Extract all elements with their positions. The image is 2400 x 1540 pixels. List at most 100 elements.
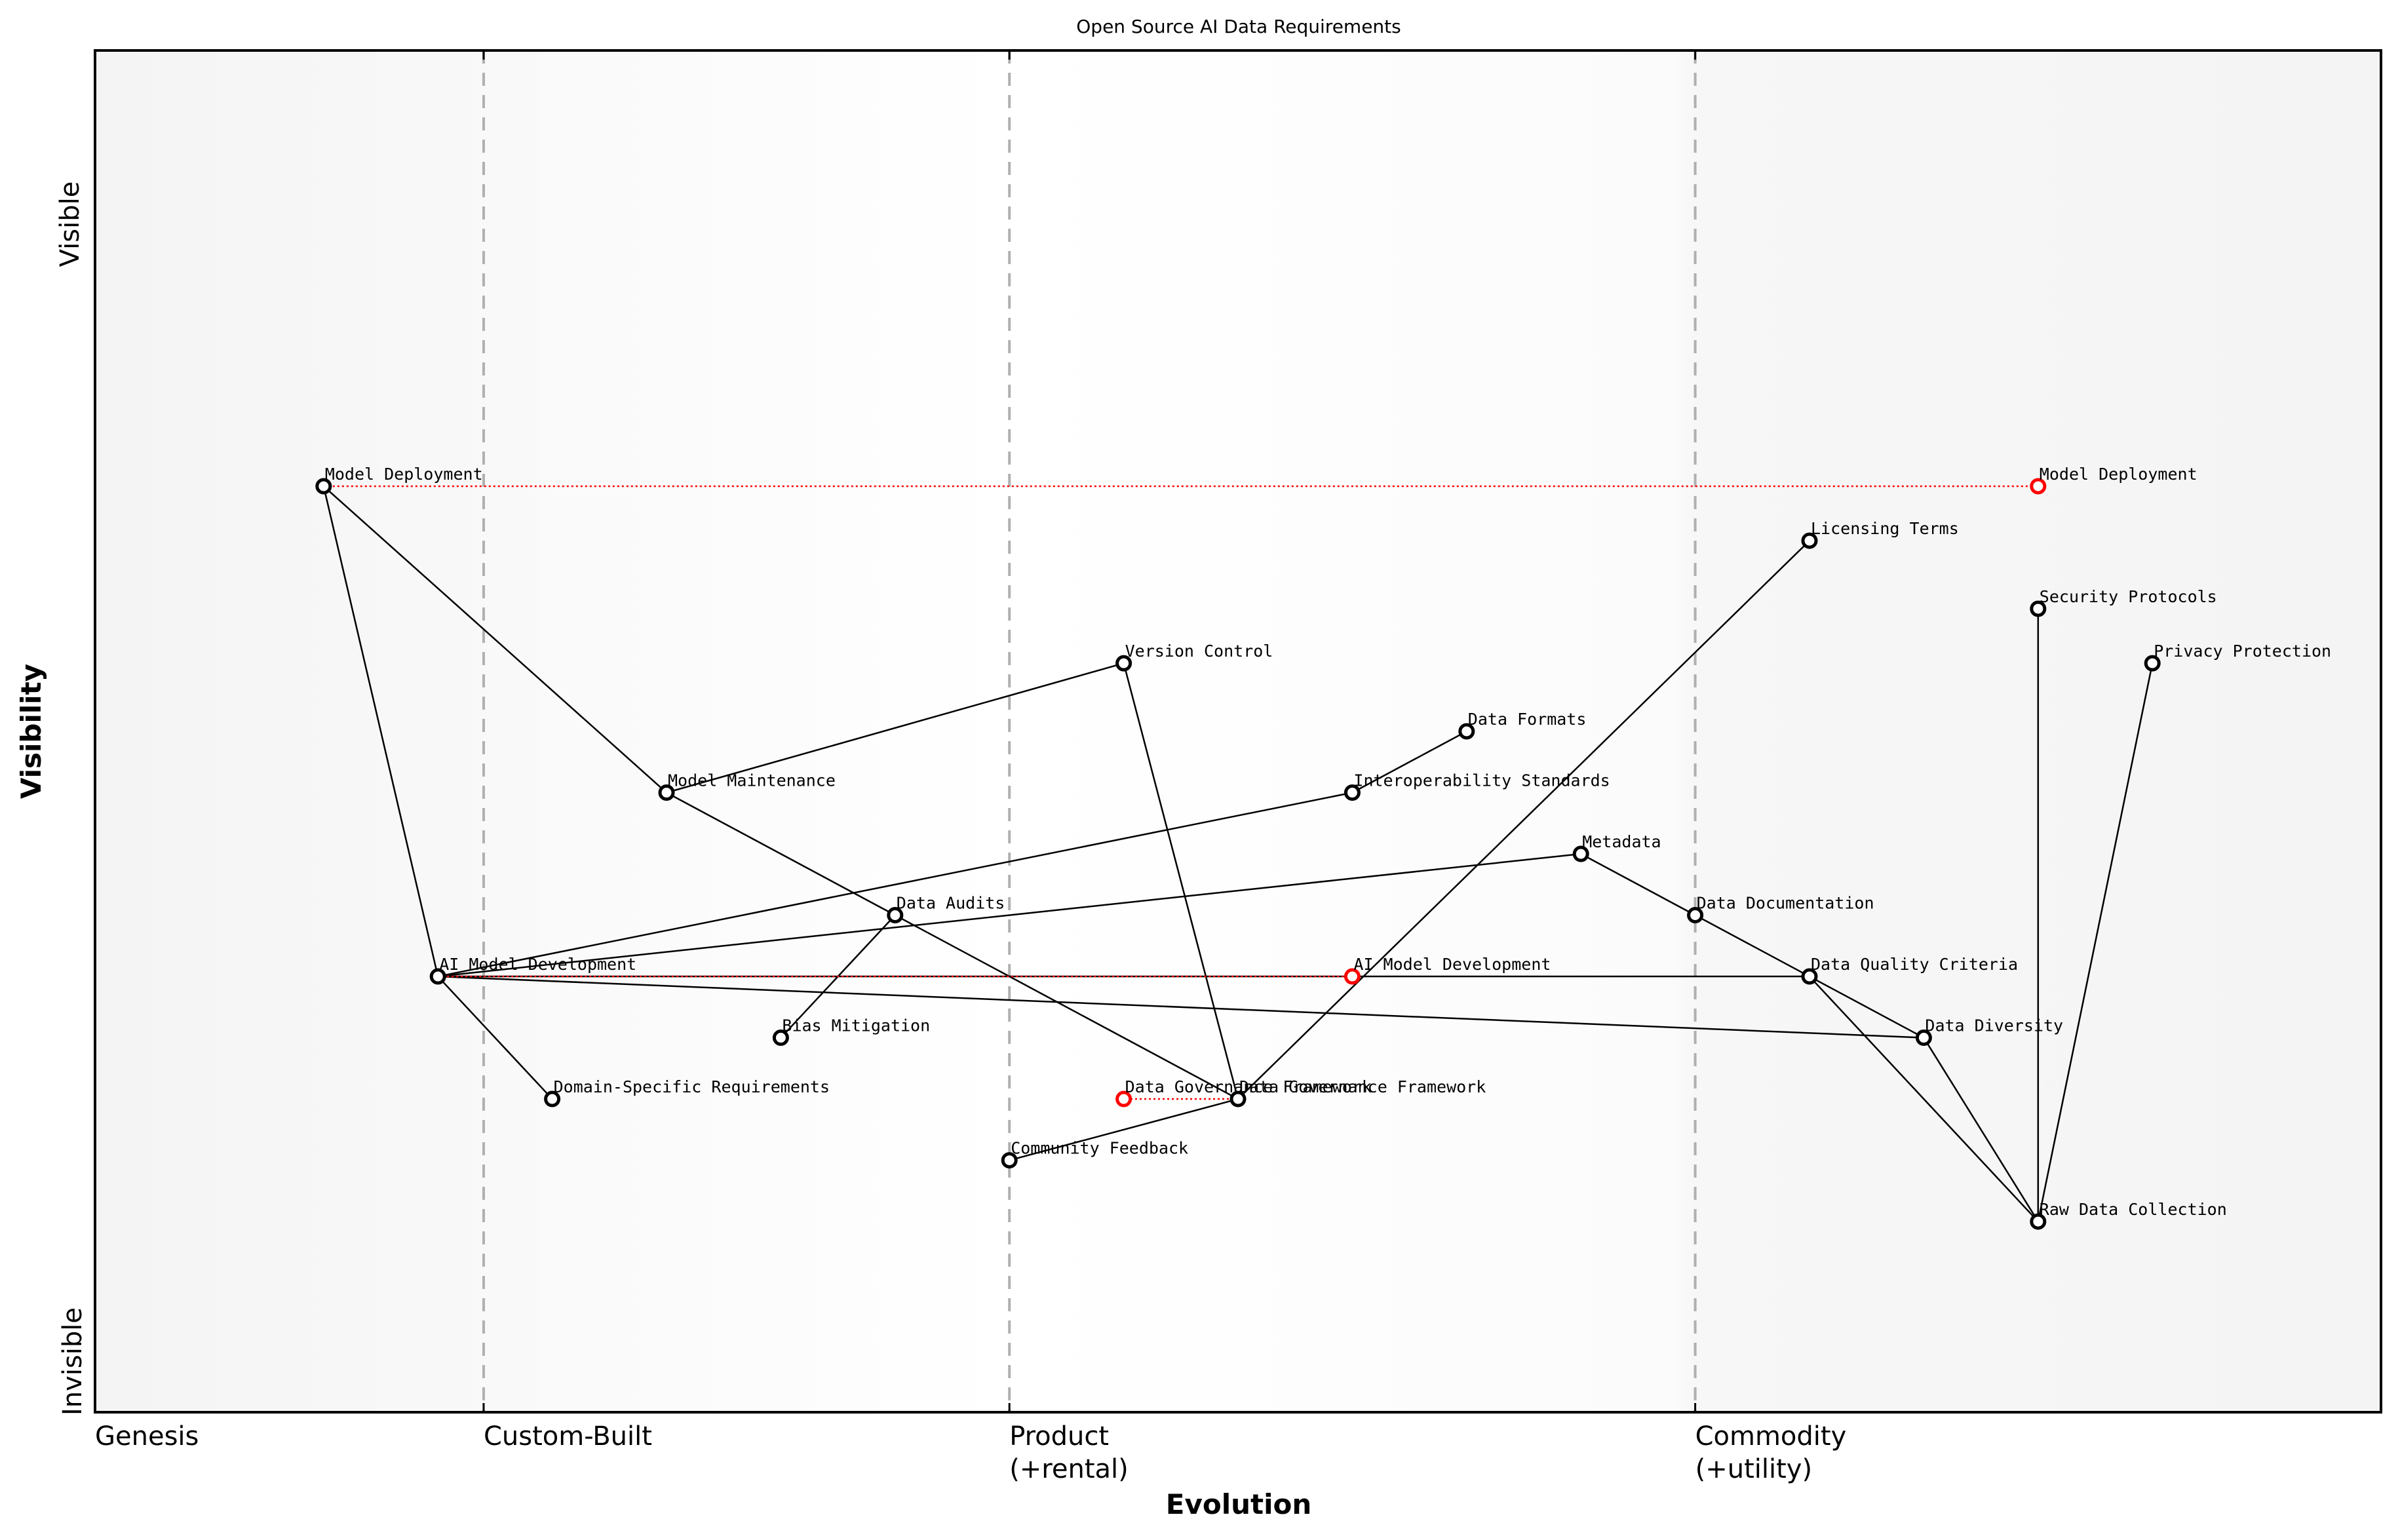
- node-marker-icon[interactable]: [1801, 968, 1818, 985]
- node-marker-icon[interactable]: [1344, 784, 1361, 801]
- node-label: AI Model Development: [439, 955, 636, 974]
- nodes: Model Deployment AI Model Development Data…: [315, 465, 2331, 1230]
- stage-label: Custom-Built: [484, 1421, 652, 1452]
- edge-line: [437, 792, 1353, 978]
- node-marker-icon[interactable]: [2030, 1213, 2047, 1230]
- edge-line: [1809, 975, 1924, 1039]
- chart-title: Open Source AI Data Requirements: [1076, 16, 1401, 37]
- node-model-maintenance[interactable]: Model Maintenance: [658, 771, 836, 801]
- node-label: Raw Data Collection: [2040, 1200, 2227, 1219]
- node-marker-icon[interactable]: [2030, 478, 2047, 495]
- stage-dividers: [482, 50, 1697, 1412]
- evolved-node[interactable]: Data Governance Framework: [1115, 1077, 1372, 1107]
- node-label: Data Formats: [1468, 710, 1587, 729]
- node-marker-icon[interactable]: [315, 478, 332, 495]
- node-data-formats[interactable]: Data Formats: [1458, 710, 1587, 740]
- edge-line: [437, 976, 553, 1100]
- x-axis-stage-labels: Genesis Custom-Built Product(+rental) Commo…: [95, 1421, 1846, 1484]
- node-marker-icon[interactable]: [1915, 1030, 1932, 1047]
- node-raw-data-collection[interactable]: Raw Data Collection: [2030, 1200, 2227, 1230]
- node-marker-icon[interactable]: [1344, 968, 1361, 985]
- node-label: Data Documentation: [1697, 894, 1874, 913]
- node-community-feedback[interactable]: Community Feedback: [1001, 1139, 1188, 1169]
- edge-line: [1580, 853, 1696, 916]
- edge-line: [895, 914, 1239, 1100]
- node-label: Metadata: [1582, 832, 1661, 851]
- node-model-deployment[interactable]: Model Deployment: [315, 465, 483, 495]
- edges: [322, 486, 2154, 1222]
- node-label: Privacy Protection: [2154, 642, 2331, 661]
- node-marker-icon[interactable]: [2144, 655, 2161, 672]
- edge-line: [1237, 540, 1810, 1100]
- y-axis-title: Visibility: [15, 664, 47, 799]
- evolution-edges: [323, 485, 2038, 1100]
- node-marker-icon[interactable]: [1115, 655, 1132, 672]
- edge-line: [666, 662, 1124, 794]
- stage-label: Product: [1009, 1421, 1109, 1452]
- node-marker-icon[interactable]: [1229, 1090, 1247, 1107]
- node-label: Interoperability Standards: [1353, 771, 1610, 790]
- node-label: Licensing Terms: [1811, 519, 1959, 538]
- node-label: Security Protocols: [2040, 587, 2217, 606]
- node-data-documentation[interactable]: Data Documentation: [1687, 894, 1874, 924]
- node-marker-icon[interactable]: [1687, 907, 1704, 924]
- node-label: Data Governance Framework: [1239, 1077, 1486, 1096]
- stage-label: Genesis: [95, 1421, 199, 1452]
- stage-label-sub: (+utility): [1695, 1454, 1812, 1484]
- node-label: Model Maintenance: [668, 771, 836, 790]
- stage-label: Commodity: [1695, 1421, 1847, 1452]
- node-label: Community Feedback: [1011, 1139, 1188, 1158]
- node-label: Data Audits: [897, 894, 1005, 913]
- evolved-node[interactable]: Model Deployment: [2030, 465, 2197, 495]
- y-axis-visible-label: Visible: [55, 182, 85, 267]
- node-data-governance-framework[interactable]: Data Governance Framework: [1229, 1077, 1486, 1107]
- node-security-protocols[interactable]: Security Protocols: [2030, 587, 2217, 617]
- edge-line: [1123, 663, 1239, 1100]
- stage-label-sub: (+rental): [1009, 1454, 1129, 1484]
- node-bias-mitigation[interactable]: Bias Mitigation: [772, 1016, 930, 1047]
- node-licensing-terms[interactable]: Licensing Terms: [1801, 519, 1959, 549]
- node-marker-icon[interactable]: [1001, 1152, 1018, 1169]
- node-version-control[interactable]: Version Control: [1115, 642, 1273, 672]
- node-label: Data Governance Framework: [1125, 1077, 1372, 1096]
- node-label: Version Control: [1125, 642, 1273, 661]
- node-data-audits[interactable]: Data Audits: [887, 894, 1005, 924]
- edge-line: [1809, 976, 2039, 1222]
- evolved-node[interactable]: AI Model Development: [1344, 955, 1551, 985]
- node-data-diversity[interactable]: Data Diversity: [1915, 1016, 2063, 1047]
- edge-line: [666, 792, 896, 916]
- edge-line: [438, 853, 1581, 978]
- node-data-quality-criteria[interactable]: Data Quality Criteria: [1801, 955, 2018, 985]
- edge-line: [1923, 1037, 2039, 1222]
- node-marker-icon[interactable]: [658, 784, 675, 801]
- node-label: Data Quality Criteria: [1811, 955, 2018, 974]
- node-marker-icon[interactable]: [887, 907, 904, 924]
- edge-line: [322, 486, 439, 977]
- node-domain-specific-requirements[interactable]: Domain-Specific Requirements: [544, 1077, 830, 1107]
- node-marker-icon[interactable]: [1801, 532, 1818, 549]
- edge-line: [438, 975, 1924, 1039]
- node-label: Bias Mitigation: [782, 1016, 930, 1035]
- node-label: Model Deployment: [2040, 465, 2197, 484]
- edge-line: [2037, 663, 2154, 1222]
- node-label: Domain-Specific Requirements: [554, 1077, 830, 1096]
- x-axis-title: Evolution: [1166, 1488, 1311, 1520]
- node-marker-icon[interactable]: [2030, 600, 2047, 617]
- node-ai-model-development[interactable]: AI Model Development: [429, 955, 636, 985]
- node-marker-icon[interactable]: [544, 1090, 561, 1107]
- y-axis-invisible-label: Invisible: [58, 1307, 88, 1415]
- node-privacy-protection[interactable]: Privacy Protection: [2144, 642, 2331, 672]
- node-marker-icon[interactable]: [1572, 845, 1589, 862]
- node-label: Data Diversity: [1925, 1016, 2063, 1035]
- edge-line: [1695, 914, 1810, 978]
- node-marker-icon[interactable]: [1115, 1090, 1132, 1107]
- edge-line: [1009, 1098, 1239, 1161]
- node-marker-icon[interactable]: [429, 968, 446, 985]
- node-metadata[interactable]: Metadata: [1572, 832, 1661, 862]
- node-interoperability-standards[interactable]: Interoperability Standards: [1344, 771, 1610, 801]
- node-label: Model Deployment: [325, 465, 483, 484]
- node-marker-icon[interactable]: [772, 1030, 789, 1047]
- node-marker-icon[interactable]: [1458, 723, 1475, 740]
- plot-background: [95, 50, 2381, 1412]
